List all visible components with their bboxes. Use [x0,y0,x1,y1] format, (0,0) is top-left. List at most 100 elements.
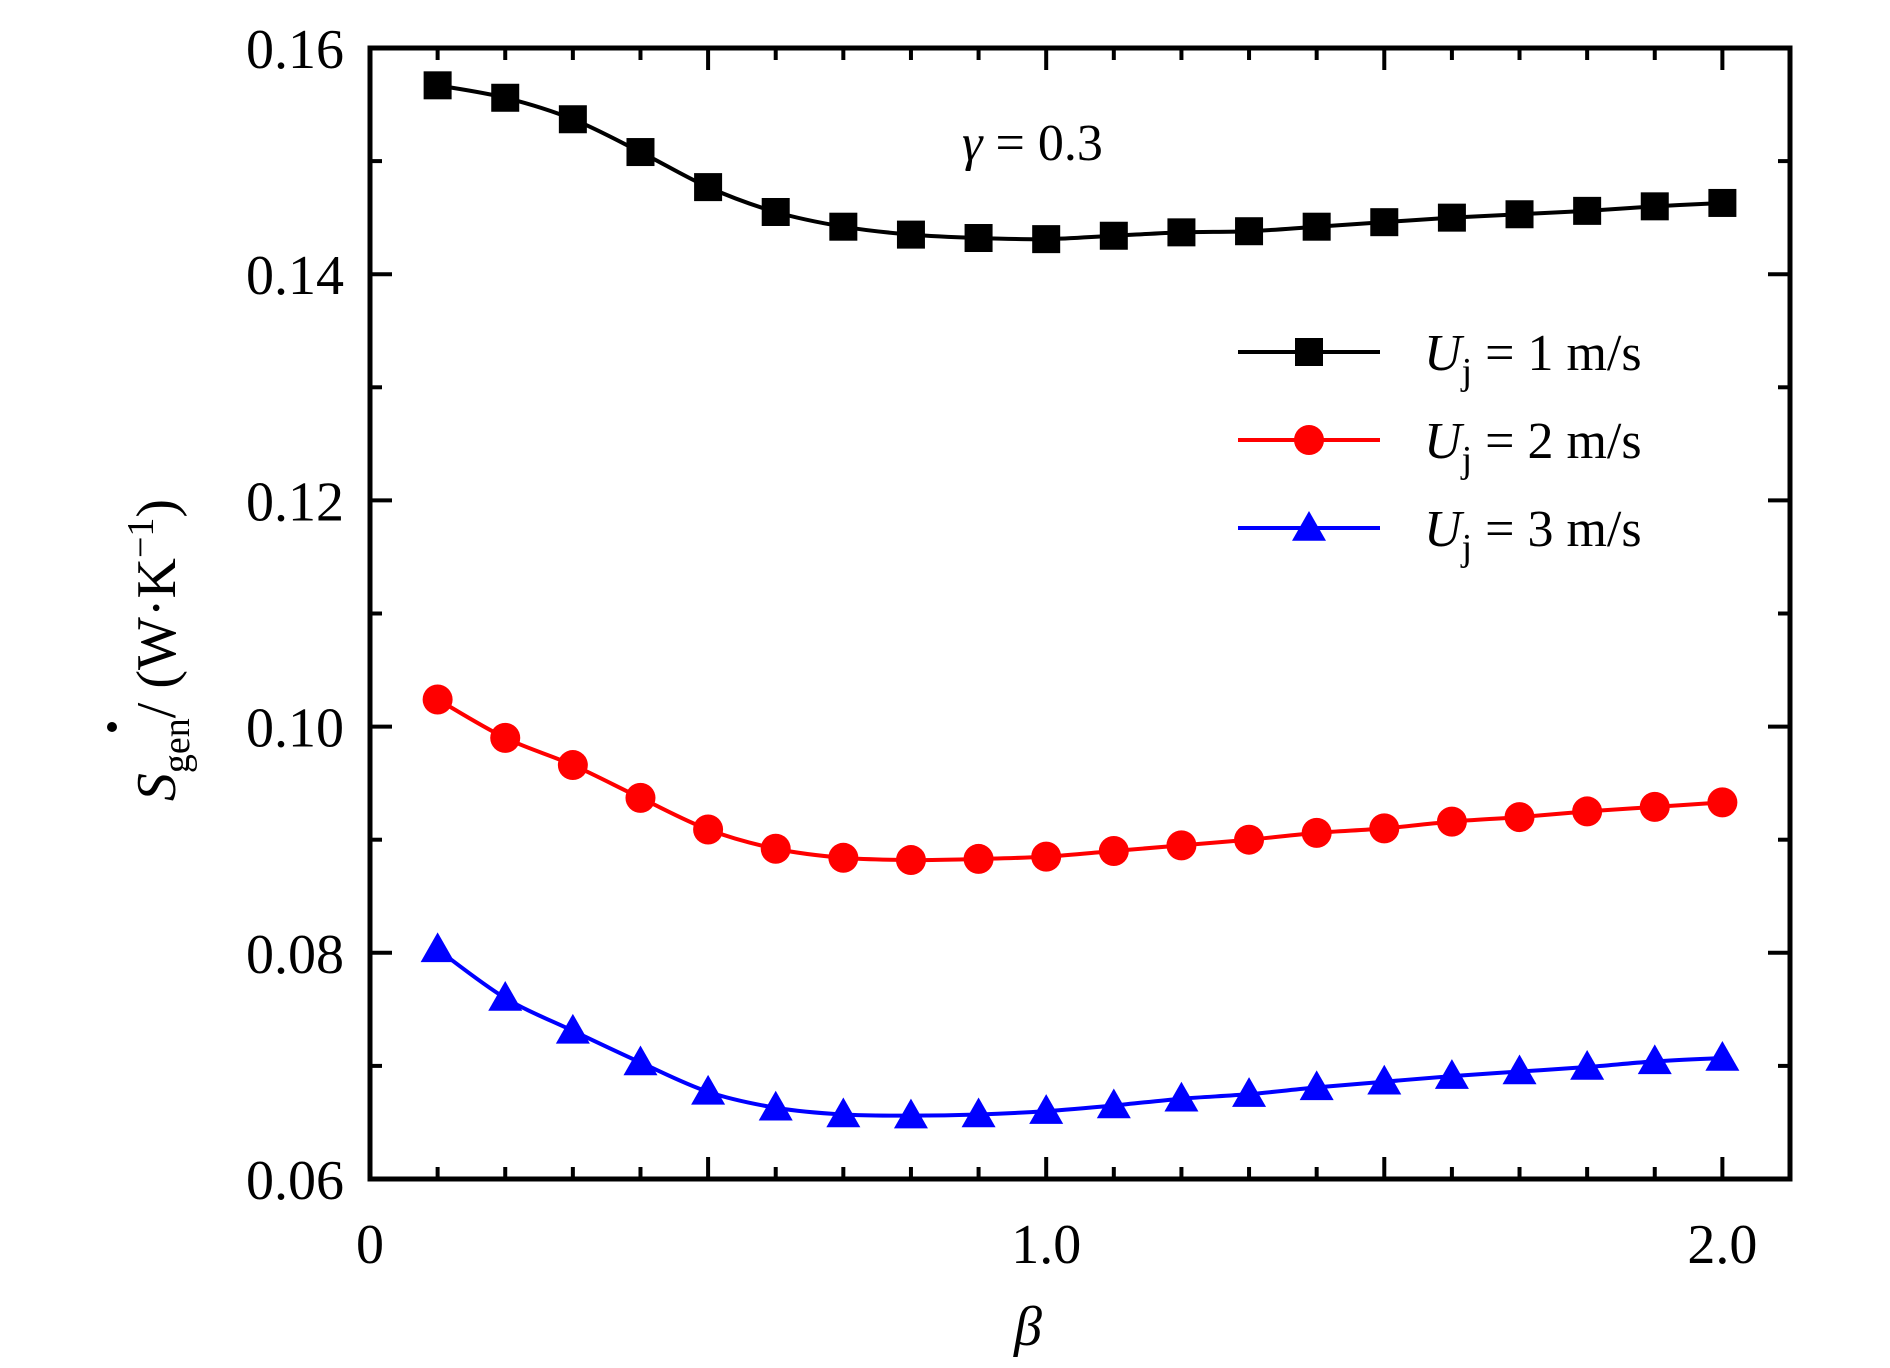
data-point [826,1097,861,1128]
y-tick-label: 0.08 [246,924,344,986]
y-tick-label: 0.06 [246,1150,344,1212]
legend-symbol: U [1424,325,1465,382]
data-point [1437,203,1466,232]
legend-rest: = 2 m/s [1472,413,1641,470]
y-title-subscript: gen [156,718,198,773]
data-point [1370,208,1399,237]
y-title-unit: / (W·K [126,558,188,718]
data-point [488,981,523,1011]
legend-label: Uj = 3 m/s [1424,501,1642,569]
data-point [1301,817,1332,848]
data-point [828,842,859,873]
data-point [1436,806,1467,837]
data-point [1166,830,1197,861]
gamma-annotation: γ = 0.3 [962,115,1103,172]
legend-rest: = 1 m/s [1472,325,1641,382]
y-title-text: Sgen/ (W·K−1) [120,499,198,801]
legend-symbol: U [1424,501,1465,558]
ticks-layer: 0 1.0 2.0 0.06 0.08 0.10 0.12 0.14 0.16 [246,19,1792,1276]
legend-entry: Uj = 1 m/s [1238,325,1642,393]
data-point [693,814,724,845]
data-point [1504,802,1535,833]
data-point [555,1013,590,1044]
data-point [1099,221,1128,250]
legend-label: Uj = 1 m/s [1424,325,1642,393]
gamma-value: = 0.3 [983,115,1103,172]
data-point [760,833,791,864]
series-3 [420,932,1740,1129]
data-point [1573,196,1602,225]
data-point [1299,1070,1334,1101]
data-point [895,845,926,876]
series-layer [420,71,1740,1129]
y-title-symbol: S [126,773,188,801]
y-axis-title: Sgen/ (W·K−1) [107,499,198,801]
data-point [961,1097,996,1128]
data-point [623,1045,658,1076]
data-point [1707,787,1738,818]
data-point [1164,1081,1199,1112]
series-1 [423,71,1737,254]
data-point [896,220,925,249]
data-point [758,1090,793,1121]
data-point [1232,1077,1267,1107]
data-point [691,1074,726,1105]
x-tick-label: 0 [356,1214,384,1276]
data-point [1032,225,1061,254]
y-tick-label: 0.16 [246,19,344,81]
data-point [963,843,994,874]
legend-marker [1292,511,1326,541]
data-point [1502,1054,1537,1085]
data-point [1705,1040,1740,1071]
data-point [423,71,452,100]
data-point [1235,217,1264,246]
gamma-symbol: γ [962,115,984,172]
legend-marker [1295,338,1323,366]
data-point [829,212,858,241]
data-point [1570,1050,1605,1080]
data-point [490,722,521,753]
data-point [420,932,455,963]
data-point [1505,200,1534,229]
data-point [1367,1064,1402,1095]
x-axis-title: β [1013,1296,1042,1358]
x-tick-label: 1.0 [1011,1214,1081,1276]
data-point [1029,1094,1064,1124]
legend-entry: Uj = 2 m/s [1238,413,1642,481]
y-tick-label: 0.14 [246,245,344,307]
y-tick-label: 0.12 [246,471,344,533]
data-point [1434,1059,1469,1089]
data-point [626,138,655,167]
legend-symbol: U [1424,413,1465,470]
data-point [1639,791,1670,822]
data-point [1572,796,1603,827]
data-point [1640,192,1669,221]
data-point [491,83,520,112]
legend-subscript: j [1460,527,1473,569]
y-title-exponent: −1 [120,518,162,558]
legend-label: Uj = 2 m/s [1424,413,1642,481]
data-point [893,1098,928,1129]
legend-rest: = 3 m/s [1472,501,1641,558]
y-tick-label: 0.10 [246,698,344,760]
data-point [1167,218,1196,247]
y-title-dot [107,722,117,732]
data-point [625,782,656,813]
data-point [422,684,453,715]
x-tick-label: 2.0 [1687,1214,1757,1276]
data-point [1708,188,1737,217]
data-point [1369,813,1400,844]
data-point [1098,836,1129,867]
data-point [1637,1044,1672,1075]
data-point [761,197,790,226]
legend-entry: Uj = 3 m/s [1238,501,1642,569]
data-point [557,750,588,781]
legend: Uj = 1 m/sUj = 2 m/sUj = 3 m/s [1238,325,1642,569]
series-2 [422,684,1738,876]
data-point [1302,212,1331,241]
data-point [1096,1088,1131,1119]
data-point [964,224,993,253]
series-line [436,947,1723,1118]
data-point [1234,824,1265,855]
